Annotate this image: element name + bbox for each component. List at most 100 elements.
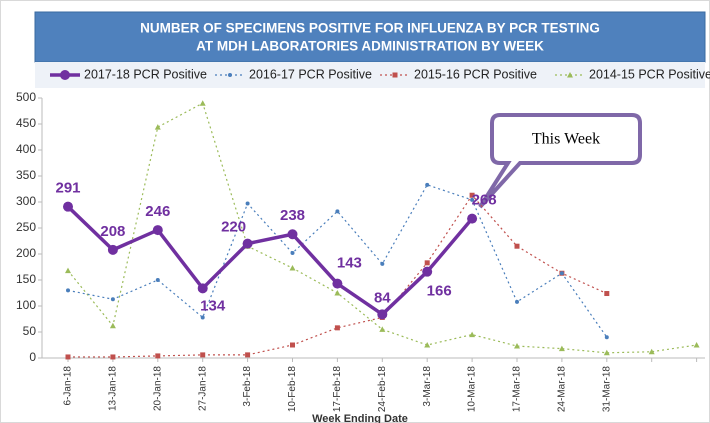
point xyxy=(469,192,475,198)
y-tick-label: 0 xyxy=(29,350,36,364)
point xyxy=(155,353,161,359)
x-tick-label: 3-Feb-18 xyxy=(242,366,253,407)
y-tick-label: 300 xyxy=(16,194,36,208)
data-label: 134 xyxy=(200,297,226,314)
point xyxy=(287,229,298,240)
point xyxy=(648,348,655,355)
point xyxy=(109,322,116,329)
x-tick-label: 3-Mar-18 xyxy=(422,366,433,407)
point xyxy=(200,352,206,358)
point xyxy=(60,70,70,80)
point xyxy=(200,315,205,320)
point xyxy=(604,291,610,297)
point xyxy=(110,297,115,302)
data-label: 220 xyxy=(221,219,246,236)
point xyxy=(197,283,208,294)
chart-title: AT MDH LABORATORIES ADMINISTRATION BY WE… xyxy=(196,39,544,54)
point xyxy=(514,343,520,349)
x-tick-label: 13-Jan-18 xyxy=(108,366,119,411)
point xyxy=(470,197,475,202)
data-label: 238 xyxy=(280,207,305,224)
y-tick-label: 400 xyxy=(16,142,36,156)
point xyxy=(289,265,296,271)
legend: 2017-18 PCR Positive 2016-17 PCR Positive… xyxy=(50,67,710,81)
x-tick-label: 10-Mar-18 xyxy=(467,366,478,413)
point xyxy=(228,73,232,77)
point xyxy=(567,72,573,78)
data-label: 166 xyxy=(427,283,452,300)
point xyxy=(424,260,430,266)
x-tick-label: 17-Feb-18 xyxy=(332,366,343,413)
x-tick-label: 27-Jan-18 xyxy=(197,366,208,411)
x-axis-title: Week Ending Date xyxy=(312,413,408,423)
callout xyxy=(478,113,642,209)
y-tick-label: 50 xyxy=(23,324,37,338)
annotation: This Week xyxy=(532,131,600,148)
point xyxy=(245,201,250,206)
point xyxy=(332,278,343,289)
title-banner xyxy=(34,11,706,63)
point xyxy=(379,326,386,332)
series-line xyxy=(67,102,697,354)
point xyxy=(693,342,700,348)
point xyxy=(334,290,341,296)
point xyxy=(152,225,163,236)
x-tick-label: 10-Feb-18 xyxy=(287,366,298,413)
point xyxy=(110,354,116,360)
data-label: 291 xyxy=(55,180,80,197)
y-tick-label: 350 xyxy=(16,168,36,182)
y-tick-label: 200 xyxy=(16,246,36,260)
point xyxy=(392,72,398,78)
point xyxy=(199,100,206,106)
data-label: 246 xyxy=(145,203,170,220)
legend-band xyxy=(35,62,705,88)
point xyxy=(559,271,564,276)
point xyxy=(377,309,388,320)
y-tick-label: 100 xyxy=(16,298,36,312)
legend-label: 2017-18 PCR Positive xyxy=(84,67,207,81)
y-tick-label: 150 xyxy=(16,272,36,286)
point xyxy=(290,250,295,255)
legend-label: 2014-15 PCR Positive xyxy=(589,67,710,81)
point xyxy=(334,325,340,331)
point xyxy=(558,345,565,352)
point xyxy=(290,342,295,348)
x-tick-label: 24-Mar-18 xyxy=(557,366,568,413)
x-tick-label: 6-Jan-18 xyxy=(63,366,74,406)
point xyxy=(154,124,161,130)
point xyxy=(65,354,71,360)
point xyxy=(107,244,118,255)
point xyxy=(469,331,476,338)
data-label: 143 xyxy=(337,255,362,272)
point xyxy=(422,266,433,277)
point xyxy=(603,349,610,356)
point xyxy=(514,243,520,249)
x-tick-label: 17-Mar-18 xyxy=(512,366,523,413)
x-tick-label: 31-Mar-18 xyxy=(601,366,612,413)
point xyxy=(380,261,385,266)
point xyxy=(245,352,251,358)
y-tick-label: 500 xyxy=(16,90,36,104)
point xyxy=(604,335,609,340)
chart-title: NUMBER OF SPECIMENS POSITIVE FOR INFLUEN… xyxy=(140,21,600,36)
point xyxy=(66,288,70,293)
data-label: 84 xyxy=(374,289,391,306)
x-tick-label: 20-Jan-18 xyxy=(152,366,163,411)
point xyxy=(155,278,160,282)
y-tick-label: 450 xyxy=(16,116,36,130)
data-label: 208 xyxy=(100,223,125,240)
point xyxy=(425,182,430,187)
point xyxy=(335,209,340,214)
point xyxy=(65,267,71,274)
legend-label: 2016-17 PCR Positive xyxy=(249,67,372,81)
point xyxy=(515,299,519,304)
point xyxy=(424,342,431,348)
legend-label: 2015-16 PCR Positive xyxy=(414,67,537,81)
x-tick-label: 24-Feb-18 xyxy=(377,366,388,413)
point xyxy=(63,201,73,212)
y-tick-label: 250 xyxy=(16,220,36,234)
series-line xyxy=(66,205,474,317)
point xyxy=(467,213,478,224)
point xyxy=(242,238,253,249)
